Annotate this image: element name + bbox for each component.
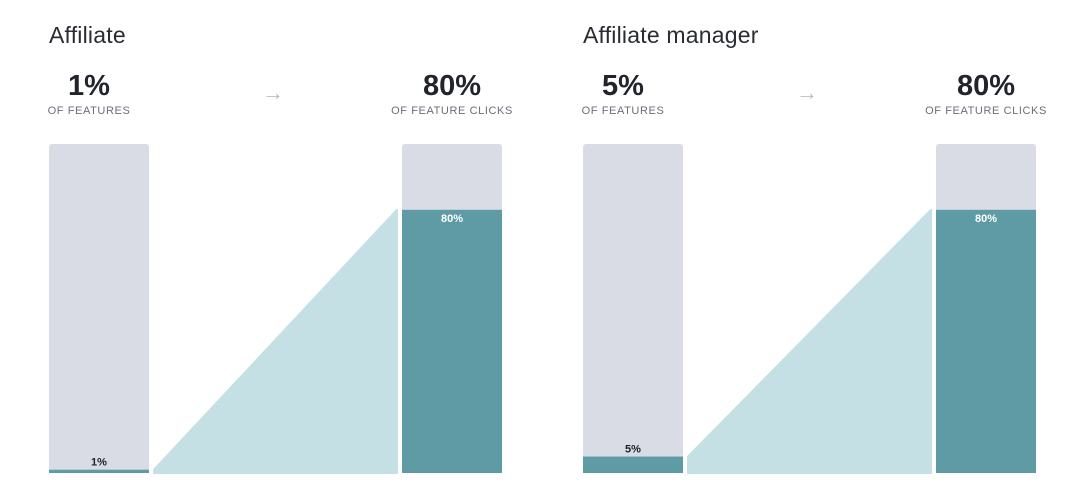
- left-bar-track: [49, 144, 149, 473]
- right-bar-fill: [402, 209, 502, 474]
- left-bar-fill: [583, 456, 683, 473]
- arrow-right-icon: →: [262, 80, 284, 105]
- left-stat: 1% OF FEATURES: [19, 70, 159, 117]
- right-bar-label: 80%: [441, 213, 463, 225]
- left-bar-track: [583, 144, 683, 473]
- right-stat-value: 80%: [422, 70, 482, 102]
- left-bar-label: 1%: [91, 457, 107, 469]
- connector-area: [687, 208, 932, 474]
- right-bar-fill: [936, 209, 1036, 474]
- bar-chart: 5% 80%: [583, 144, 1036, 474]
- left-stat-caption: OF FEATURES: [581, 105, 665, 117]
- right-stat-caption: OF FEATURE CLICKS: [925, 105, 1047, 117]
- right-bar-label: 80%: [975, 213, 997, 225]
- panel-1: Affiliate manager 5% OF FEATURES → 80% O…: [582, 0, 1056, 503]
- left-stat-value: 1%: [68, 70, 110, 102]
- right-stat: 80% OF FEATURE CLICKS: [916, 70, 1056, 117]
- left-stat-value: 5%: [602, 70, 644, 102]
- connector-area: [153, 208, 398, 474]
- left-bar-fill: [49, 469, 149, 473]
- right-stat-value: 80%: [956, 70, 1016, 102]
- left-stat-caption: OF FEATURES: [47, 105, 131, 117]
- chart-title: Affiliate manager: [583, 22, 759, 48]
- arrow-right-icon: →: [796, 80, 818, 105]
- left-bar-label: 5%: [625, 444, 641, 456]
- left-stat: 5% OF FEATURES: [553, 70, 693, 117]
- chart-title: Affiliate: [49, 22, 126, 48]
- bar-chart: 1% 80%: [49, 144, 502, 474]
- right-stat: 80% OF FEATURE CLICKS: [382, 70, 522, 117]
- panel-0: Affiliate 1% OF FEATURES → 80% OF FEATUR…: [48, 0, 522, 503]
- right-stat-caption: OF FEATURE CLICKS: [391, 105, 513, 117]
